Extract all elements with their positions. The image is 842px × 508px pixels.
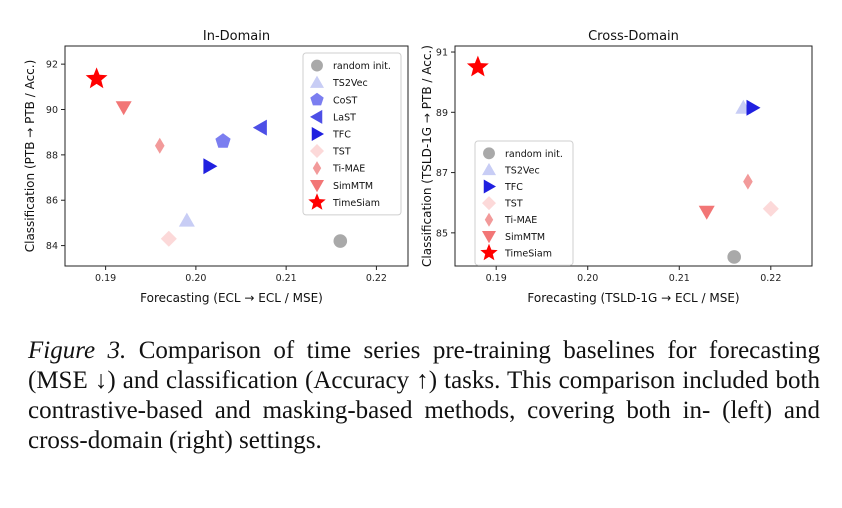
- legend-label: SimMTM: [505, 232, 545, 243]
- x-tick-label: 0.22: [366, 273, 387, 284]
- y-tick-label: 88: [46, 150, 58, 161]
- legend-marker: [483, 179, 496, 194]
- legend-label: TST: [504, 199, 523, 210]
- legend-label: TimeSiam: [332, 198, 380, 209]
- x-tick-label: 0.19: [486, 273, 507, 284]
- legend-label: TS2Vec: [332, 78, 368, 89]
- figure: In-Domain 0.19 0.20 0.21 0.22 84 86 88 90 92 Forec…: [23, 29, 813, 305]
- data-point-tfc: [203, 158, 218, 175]
- y-tick-label: 87: [436, 168, 448, 179]
- data-point-cost: [215, 133, 231, 148]
- y-axis-label: Classification (TSLD-1G → PTB / Acc.): [420, 45, 434, 267]
- data-point-ti-mae: [154, 137, 165, 154]
- legend-label: LaST: [333, 112, 356, 123]
- y-tick-label: 86: [46, 196, 58, 207]
- y-tick-label: 90: [46, 105, 58, 116]
- legend-marker: [310, 92, 324, 106]
- y-tick-label: 89: [436, 108, 448, 119]
- x-tick-label: 0.19: [95, 273, 116, 284]
- x-tick-label: 0.21: [669, 273, 690, 284]
- legend-label: TST: [332, 147, 351, 158]
- legend-label: TimeSiam: [504, 248, 552, 259]
- legend-label: TFC: [504, 182, 523, 193]
- chart-title: Cross-Domain: [588, 29, 679, 44]
- legend-marker: [480, 243, 498, 261]
- legend-label: Ti-MAE: [332, 164, 365, 175]
- legend-marker: [311, 126, 324, 141]
- x-axis-label: Forecasting (ECL → ECL / MSE): [140, 291, 323, 305]
- data-point-tst: [762, 200, 779, 217]
- legend-marker: [311, 59, 323, 72]
- x-tick-label: 0.22: [760, 273, 781, 284]
- plot-frame: [454, 45, 813, 267]
- legend-marker: [482, 162, 496, 176]
- y-tick-label: 85: [436, 228, 448, 239]
- legend-marker: [310, 180, 324, 193]
- caption-lead: Figure 3.: [28, 337, 127, 364]
- data-point-random-init: [727, 250, 741, 264]
- data-point-random-init: [333, 234, 348, 248]
- y-tick-label: 91: [436, 48, 448, 59]
- legend-label: TFC: [332, 129, 351, 140]
- figure-caption: Figure 3. Comparison of time series pre-…: [28, 336, 820, 456]
- x-axis-label: Forecasting (TSLD-1G → ECL / MSE): [527, 291, 739, 305]
- caption-text: Comparison of time series pre-training b…: [28, 337, 820, 454]
- data-point-timesiam: [466, 55, 489, 77]
- legend-marker: [308, 193, 326, 210]
- data-point-tst: [160, 230, 177, 247]
- legend-marker: [482, 231, 496, 244]
- data-point-tfc: [746, 99, 761, 116]
- legend-marker: [312, 161, 322, 176]
- data-point-simmtm: [698, 205, 715, 220]
- chart-title: In-Domain: [203, 29, 270, 44]
- legend-box: [474, 140, 574, 266]
- legend-label: random init.: [333, 61, 391, 72]
- plot-frame: [64, 45, 409, 267]
- y-tick-label: 84: [46, 241, 58, 252]
- x-tick-label: 0.20: [577, 273, 598, 284]
- legend-label: Ti-MAE: [504, 215, 537, 226]
- y-axis-label: Classification (PTB → PTB / Acc.): [23, 60, 37, 253]
- chart-panel-1: In-Domain 0.19 0.20 0.21 0.22 84 86 88 90 92 Forec…: [23, 29, 409, 305]
- x-tick-label: 0.20: [185, 273, 206, 284]
- legend-marker: [484, 212, 494, 227]
- legend-label: CoST: [333, 95, 357, 106]
- legend-label: TS2Vec: [504, 165, 540, 176]
- legend-box: [302, 52, 402, 216]
- chart-panel-2: Cross-Domain 0.19 0.20 0.21 0.22 85 87 89 91 Fore…: [420, 29, 813, 305]
- data-point-simmtm: [115, 101, 132, 116]
- data-point-ts2vec: [178, 212, 195, 227]
- legend-label: random init.: [505, 149, 563, 160]
- legend-label: SimMTM: [333, 181, 373, 192]
- y-tick-label: 92: [46, 60, 58, 71]
- x-tick-label: 0.21: [276, 273, 297, 284]
- data-point-timesiam: [85, 67, 108, 89]
- data-point-last: [252, 119, 267, 136]
- legend-marker: [310, 75, 324, 88]
- legend-marker: [483, 147, 495, 160]
- legend-marker: [482, 196, 496, 211]
- legend-marker: [310, 109, 323, 124]
- legend-marker: [310, 144, 324, 159]
- data-point-ti-mae: [743, 173, 753, 190]
